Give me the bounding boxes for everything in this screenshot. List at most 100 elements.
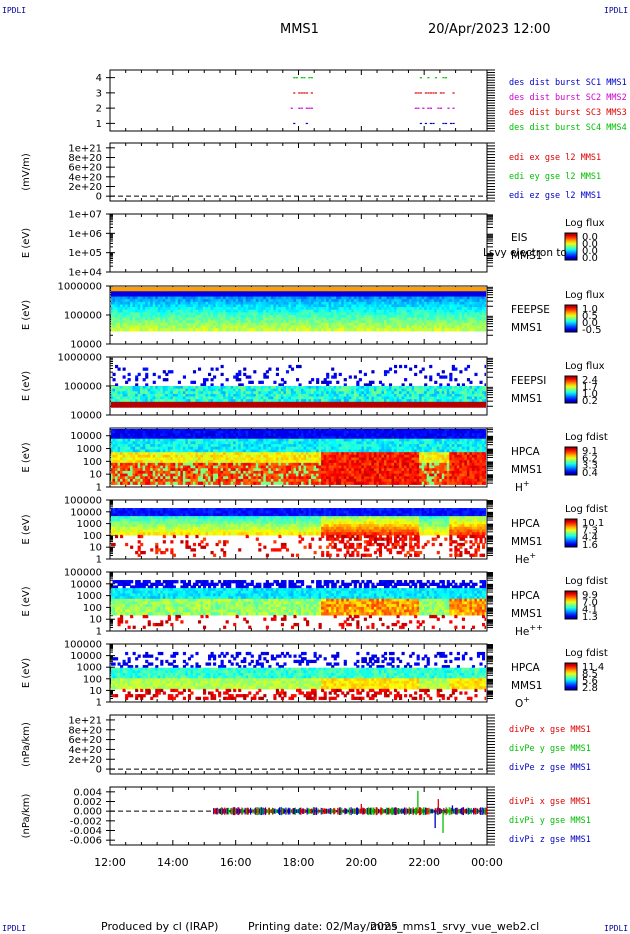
spectrogram-cell	[396, 291, 400, 295]
burst-mark	[434, 77, 438, 79]
spectrogram-cell	[152, 288, 156, 292]
spectrogram-cell	[346, 312, 350, 316]
spectrogram-cell	[182, 399, 186, 403]
spectrogram-cell	[117, 325, 121, 329]
spectrogram-cell	[270, 315, 274, 319]
spectrogram-cell	[421, 307, 425, 311]
colorbar-tick-label: 0.0	[582, 318, 598, 329]
spectrogram-cell	[177, 296, 181, 300]
spectrogram-cell	[172, 287, 176, 290]
spectrogram-cell	[401, 404, 405, 408]
spectrogram-cell	[421, 288, 425, 292]
spectrogram-cell	[137, 481, 141, 485]
spectrogram-cell	[449, 312, 453, 316]
spectrogram-cell	[479, 393, 483, 398]
spectrogram-cell	[293, 309, 297, 313]
spectrogram-cell	[245, 291, 249, 295]
spectrogram-cell	[190, 315, 194, 319]
spectrogram-cell	[223, 291, 227, 295]
spectrogram-cell	[280, 312, 285, 316]
spectrogram-cell	[142, 473, 146, 477]
spectrogram-cell	[421, 320, 425, 324]
spectrogram-cell	[155, 312, 159, 316]
spectrogram-cell	[240, 393, 244, 398]
spectrogram-cell	[187, 399, 192, 403]
spectrogram-cell	[243, 372, 247, 377]
spectrogram-cell	[368, 396, 372, 400]
spectrogram-cell	[328, 399, 332, 403]
spectrogram-cell	[464, 396, 468, 400]
spectrogram-cell	[127, 309, 131, 313]
spectrogram-cell	[338, 328, 342, 332]
spectrogram-cell	[401, 296, 405, 300]
spectrogram-cell	[117, 436, 121, 440]
spectrogram-cell	[167, 391, 171, 395]
spectrogram-cell	[431, 399, 435, 403]
spectrogram-cell	[311, 401, 315, 406]
spectrogram-cell	[170, 315, 174, 319]
spectrogram-cell	[117, 301, 121, 306]
spectrogram-cell	[336, 309, 340, 313]
spectrogram-cell	[215, 293, 219, 298]
spectrogram-cell	[132, 307, 136, 311]
spectrogram-cell	[135, 291, 139, 295]
spectrogram-cell	[456, 404, 460, 408]
spectrogram-cell	[155, 296, 159, 300]
spectrogram-cell	[316, 386, 320, 390]
spectrogram-cell	[290, 317, 295, 321]
spectrogram-cell	[132, 457, 136, 461]
spectrogram-cell	[288, 396, 292, 400]
spectrogram-cell	[152, 322, 156, 327]
spectrogram-cell	[255, 288, 259, 292]
spectrogram-cell	[220, 396, 224, 400]
spectrogram-cell	[195, 404, 199, 408]
spectrogram-cell	[160, 396, 164, 400]
spectrogram-cell	[195, 301, 199, 306]
spectrogram-cell	[471, 401, 476, 406]
spectrogram-cell	[328, 296, 332, 300]
spectrogram-cell	[401, 315, 405, 319]
spectrogram-cell	[122, 291, 126, 295]
spectrogram-cell	[295, 404, 300, 408]
spectrogram-cell	[436, 372, 440, 377]
y-tick-label: 1e+07	[68, 210, 102, 221]
spectrogram-cell	[449, 328, 453, 332]
spectrogram-cell	[228, 328, 232, 332]
spectrogram-cell	[306, 393, 310, 398]
spectrogram-cell	[142, 287, 146, 290]
spectrogram-cell	[301, 320, 305, 324]
spectrogram-cell	[215, 391, 219, 395]
spectrogram-cell	[456, 307, 460, 311]
spectrogram-cell	[368, 322, 372, 327]
spectrogram-cell	[135, 383, 139, 387]
spectrogram-cell	[288, 393, 292, 398]
spectrogram-cell	[187, 404, 192, 408]
spectrogram-cell	[190, 301, 194, 306]
spectrogram-cell	[353, 399, 357, 403]
spectrogram-cell	[341, 307, 345, 311]
spectrogram-cell	[333, 287, 337, 290]
spectrogram-cell	[386, 307, 390, 311]
spectrogram-cell	[363, 293, 367, 298]
spectrogram-cell	[441, 293, 445, 298]
spectrogram-cell	[404, 322, 408, 327]
spectrogram-cell	[383, 312, 388, 316]
spectrogram-cell	[446, 396, 450, 400]
spectrogram-cell	[160, 388, 164, 392]
spectrogram-cell	[416, 404, 420, 408]
spectrogram-cell	[195, 291, 199, 295]
spectrogram-cell	[464, 401, 468, 406]
spectrogram-cell	[235, 288, 239, 292]
spectrogram-cell	[399, 309, 403, 313]
spectrogram-cell	[285, 386, 290, 390]
spectrogram-cell	[394, 328, 398, 332]
spectrogram-cell	[368, 301, 372, 306]
spectrogram-cell	[190, 288, 194, 292]
spectrogram-cell	[391, 401, 395, 406]
spectrogram-cell	[162, 386, 166, 390]
spectrogram-cell	[288, 293, 292, 298]
spectrogram-cell	[333, 393, 337, 398]
spectrogram-cell	[120, 299, 124, 303]
spectrogram-cell	[461, 393, 465, 398]
spectrogram-cell	[112, 309, 116, 313]
